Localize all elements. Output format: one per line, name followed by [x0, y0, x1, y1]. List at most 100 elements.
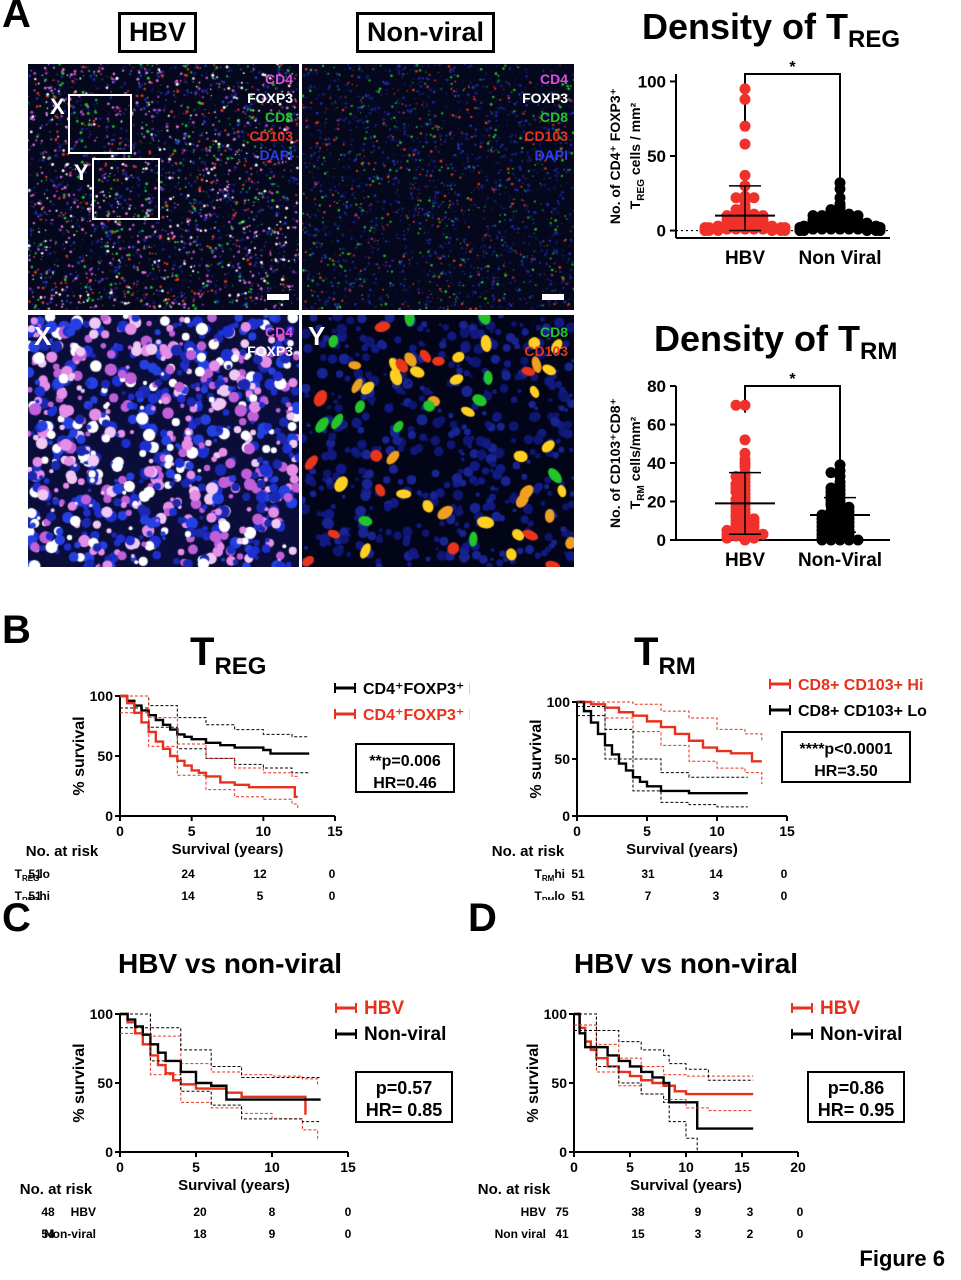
- y-axis-label: % survival: [71, 716, 88, 795]
- confidence-band: [120, 712, 299, 810]
- legend-label: Non-viral: [820, 1024, 902, 1045]
- risk-value: 0: [329, 867, 336, 881]
- data-point: [748, 223, 760, 235]
- legend-label: Non-viral: [364, 1024, 446, 1045]
- risk-value: 51: [28, 889, 42, 900]
- risk-value: 41: [555, 1227, 569, 1240]
- x-tick-label: 0: [573, 823, 581, 839]
- roi-x-box: [68, 94, 132, 154]
- hbv-image-label: HBV: [118, 12, 198, 53]
- survival-curve: [120, 1012, 321, 1101]
- risk-value: 0: [345, 1205, 352, 1219]
- y-axis-label: % survival: [525, 1043, 542, 1122]
- data-point: [730, 530, 742, 542]
- data-point: [834, 183, 846, 195]
- risk-value: 3: [747, 1205, 754, 1219]
- legend-label: HBV: [820, 998, 860, 1019]
- figure-label: Figure 6: [859, 1246, 945, 1271]
- channel-label: FOXP3: [522, 90, 568, 106]
- stats-box: [355, 1071, 453, 1123]
- km-d-title: HBV vs non-viral: [574, 948, 799, 979]
- x-tick-label: 10: [256, 823, 272, 839]
- risk-value: 0: [345, 1227, 352, 1240]
- scale-bar: [267, 294, 289, 300]
- y-label-main: T: [627, 200, 643, 209]
- channel-label: FOXP3: [247, 90, 293, 106]
- risk-label-rest: hi: [39, 889, 50, 900]
- risk-label-main: T: [535, 867, 543, 881]
- category-label: HBV: [725, 550, 765, 571]
- legend-label: CD8+ CD103+ Hi: [798, 677, 923, 694]
- risk-label-main: T: [15, 867, 23, 881]
- data-point: [843, 223, 855, 235]
- data-point: [874, 225, 886, 237]
- x-tick-label: 5: [626, 1159, 634, 1175]
- y-tick-label: 50: [97, 748, 113, 764]
- risk-value: 51: [571, 867, 585, 881]
- risk-value: 0: [329, 889, 336, 900]
- risk-row-label: TRMlo: [535, 889, 565, 900]
- risk-value: 0: [797, 1205, 804, 1219]
- stats-box: [807, 1071, 905, 1123]
- stats-line: ****p<0.0001: [800, 741, 893, 758]
- km-c-title: HBV vs non-viral: [118, 948, 343, 979]
- data-point: [794, 225, 806, 237]
- data-point: [852, 223, 864, 235]
- confidence-band: [574, 1030, 754, 1153]
- y-label-rest: cells / mm²: [627, 102, 643, 179]
- panel-letter-b: B: [2, 608, 31, 652]
- legend-label: CD4⁺FOXP3⁺ Lo: [363, 681, 470, 698]
- y-tick-label: 0: [559, 1144, 567, 1160]
- confidence-band: [120, 1013, 321, 1078]
- confidence-band: [577, 701, 763, 741]
- data-point: [739, 534, 751, 546]
- data-point: [721, 532, 733, 544]
- risk-row-label: Non viral: [495, 1227, 546, 1240]
- nonviral-microscopy-image: CD4 FOXP3 CD8 CD103 DAPI: [302, 64, 574, 310]
- panel-letter-c: C: [2, 896, 31, 940]
- risk-table-header: No. at risk: [478, 1181, 551, 1198]
- x-tick-label: 5: [192, 1159, 200, 1175]
- y-label-main: T: [627, 500, 643, 509]
- confidence-band: [574, 1024, 754, 1112]
- risk-value: 18: [193, 1227, 207, 1240]
- data-point: [748, 192, 760, 204]
- data-point: [825, 467, 837, 479]
- x-axis-label: Survival (years): [172, 841, 284, 858]
- data-point: [730, 399, 742, 411]
- y-axis-label: % survival: [71, 1043, 88, 1122]
- data-point: [816, 534, 828, 546]
- risk-table-header: No. at risk: [20, 1181, 93, 1198]
- y-label-sub: REG: [636, 179, 647, 201]
- data-point: [739, 120, 751, 132]
- km-treg-title: TREG: [190, 630, 267, 680]
- channel-label: DAPI: [259, 147, 293, 163]
- hbv-microscopy-image: X Y CD4 FOXP3 CD8 CD103 DAPI: [28, 64, 299, 310]
- data-point: [730, 192, 742, 204]
- data-point: [739, 169, 751, 181]
- zoom-x-channel-legend: CD4 FOXP3: [247, 323, 293, 361]
- risk-row-label: TREGlo: [15, 867, 50, 883]
- data-point: [757, 223, 769, 235]
- risk-value: 48: [41, 1205, 55, 1219]
- x-tick-label: 0: [570, 1159, 578, 1175]
- panel-letter-d: D: [468, 896, 497, 940]
- x-tick-label: 0: [116, 823, 124, 839]
- risk-label-sub: REG: [22, 874, 39, 883]
- stats-box: [781, 731, 911, 783]
- stats-line: p=0.57: [376, 1078, 433, 1098]
- data-point: [757, 528, 769, 540]
- risk-value: 15: [631, 1227, 645, 1240]
- risk-label-sub: RM: [542, 874, 555, 883]
- data-point: [816, 223, 828, 235]
- risk-label-sub: RM: [542, 896, 555, 900]
- data-point: [861, 225, 873, 237]
- risk-label-main: T: [15, 889, 23, 900]
- risk-value: 3: [713, 889, 720, 900]
- scale-bar: [542, 294, 564, 300]
- channel-label: CD103: [524, 343, 568, 359]
- zoom-x-image: X CD4 FOXP3: [28, 315, 299, 567]
